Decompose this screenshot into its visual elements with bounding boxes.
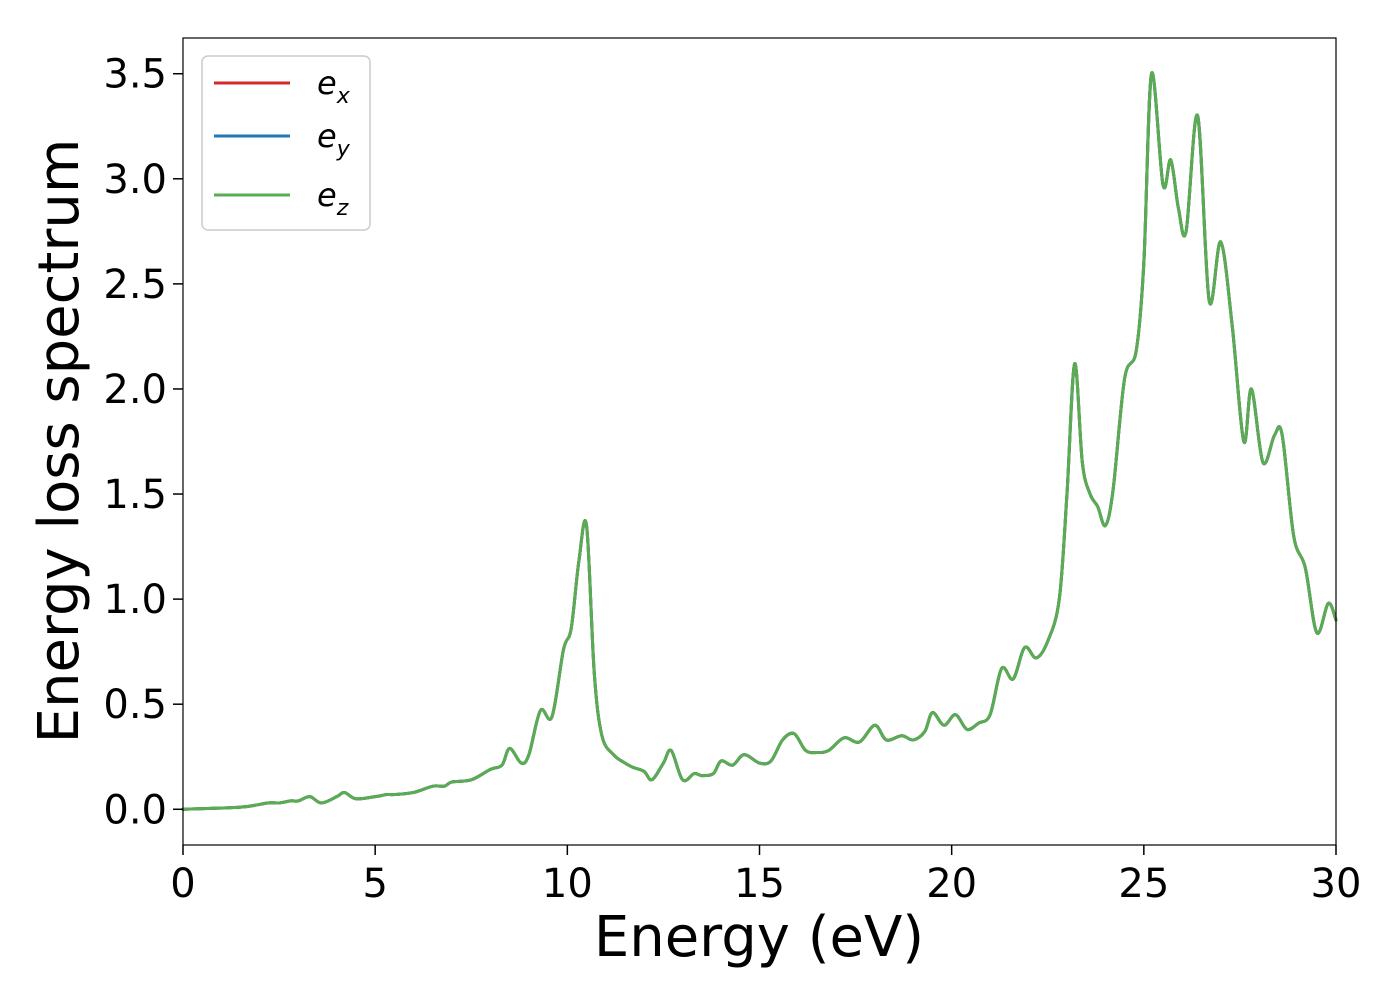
y-tick-label: 0.0 [103, 787, 167, 833]
series-line-ez [181, 71, 1338, 811]
legend-subscript: z [336, 196, 349, 221]
x-tick-label: 15 [734, 861, 785, 907]
x-tick-label: 5 [362, 861, 387, 907]
y-tick-label: 3.0 [103, 157, 167, 203]
legend-frame [201, 55, 371, 231]
y-axis-ticks: 0.0 0.5 1.0 1.5 2.0 2.5 3.0 3.5 [103, 52, 183, 833]
series-layer [181, 71, 1338, 811]
x-tick-label: 25 [1118, 861, 1169, 907]
legend-subscript: y [336, 137, 351, 162]
y-tick-label: 2.0 [103, 367, 167, 413]
x-axis-ticks: 0 5 10 15 20 25 30 [170, 845, 1361, 907]
y-axis-label: Energy loss spectrum [27, 139, 92, 744]
x-tick-label: 10 [542, 861, 593, 907]
x-tick-label: 20 [926, 861, 977, 907]
x-tick-label: 30 [1311, 861, 1362, 907]
y-tick-label: 0.5 [103, 682, 167, 728]
x-tick-label: 0 [170, 861, 195, 907]
y-tick-label: 2.5 [103, 262, 167, 308]
y-tick-label: 3.5 [103, 52, 167, 98]
plot-background [183, 38, 1336, 845]
y-tick-label: 1.0 [103, 577, 167, 623]
legend-subscript: x [336, 84, 351, 109]
legend-label-ey: ey [317, 117, 351, 162]
y-tick-label: 1.5 [103, 472, 167, 518]
x-axis-label: Energy (eV) [594, 905, 924, 970]
